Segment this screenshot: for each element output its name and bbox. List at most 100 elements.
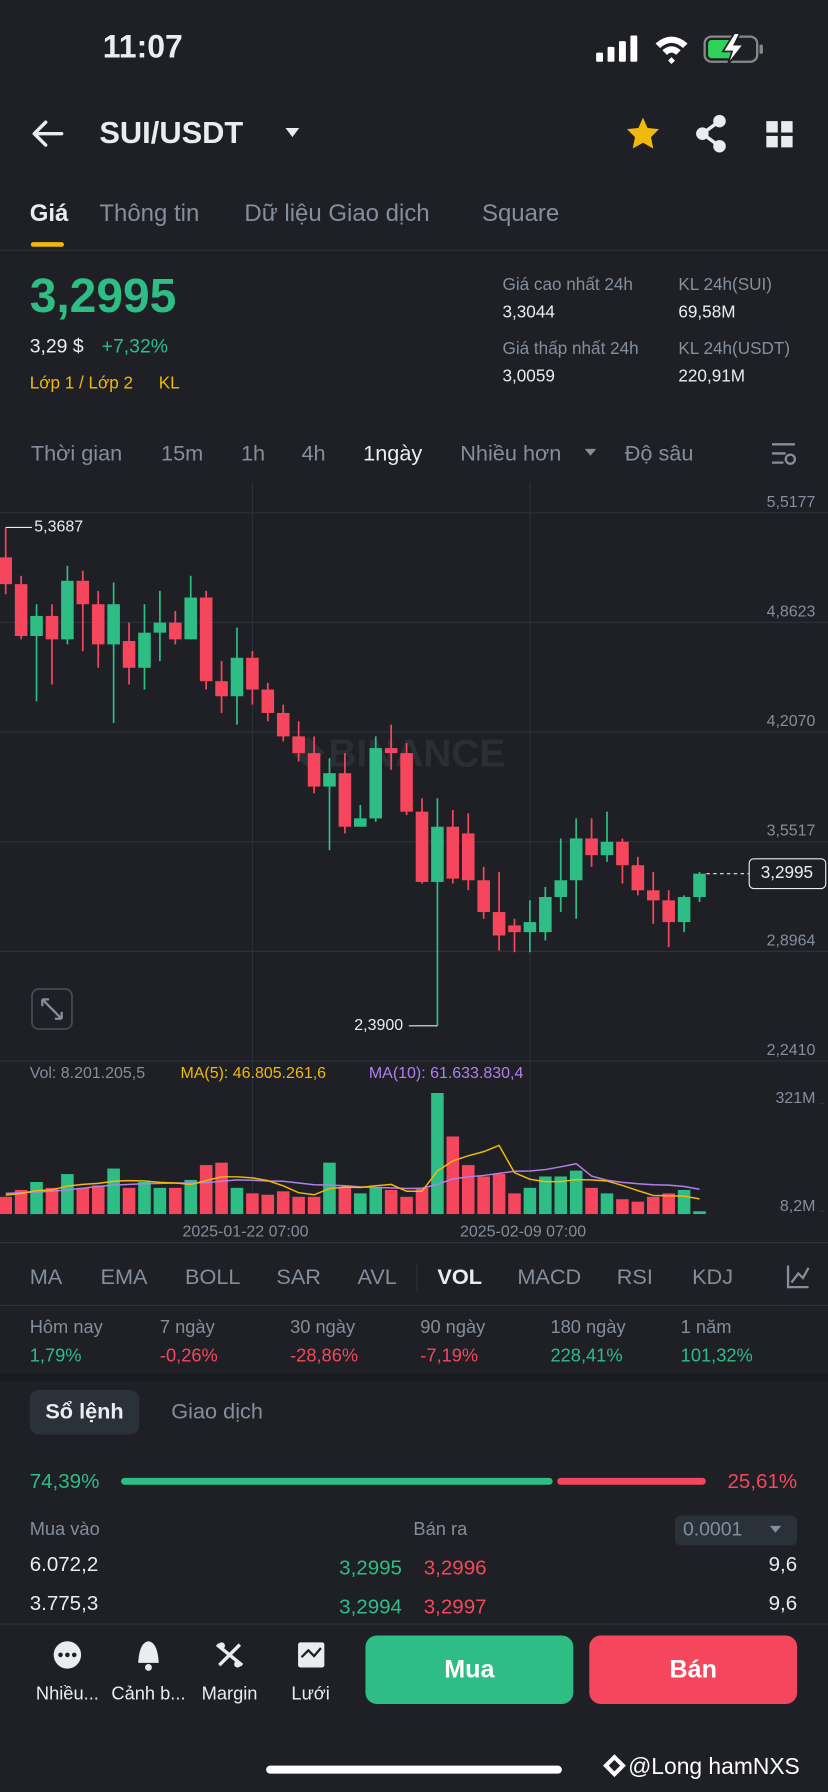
interval[interactable]: Thời gian [31, 440, 122, 465]
interval[interactable]: 4h [302, 440, 326, 465]
stat-value: 69,58M [678, 302, 735, 322]
volume-bar [523, 1187, 537, 1215]
indicator-tab[interactable]: MA [30, 1264, 63, 1289]
bid-price: 3,2995 [339, 1557, 402, 1580]
volume-bar [30, 1181, 43, 1215]
volume-bar [415, 1187, 429, 1215]
y-tick-label: 2,2410 [767, 1042, 816, 1059]
volume-bar [508, 1193, 521, 1215]
order-tab[interactable]: Sổ lệnh [45, 1399, 123, 1424]
step-selector[interactable] [674, 1515, 798, 1546]
indicator-tab[interactable]: AVL [357, 1264, 396, 1289]
candle-body [246, 657, 259, 690]
volume-bar [693, 1211, 706, 1215]
perf-value: 228,41% [550, 1345, 622, 1366]
step-dropdown[interactable] [769, 1525, 782, 1533]
bid-qty: 3.775,3 [30, 1592, 99, 1615]
volume-bar [122, 1187, 136, 1215]
tab[interactable]: Square [482, 200, 559, 227]
sell-button[interactable] [589, 1635, 798, 1705]
volume-bar [307, 1196, 321, 1215]
nav-label[interactable]: Nhiều... [36, 1683, 99, 1704]
more-dropdown[interactable] [584, 448, 597, 456]
sell-label[interactable]: Bán [670, 1656, 717, 1684]
order-tab-active[interactable] [29, 1389, 140, 1435]
tag[interactable]: KL [159, 372, 180, 392]
bid-price: 3,2994 [339, 1596, 402, 1619]
interval[interactable]: 1h [241, 440, 265, 465]
candle-body [76, 580, 90, 605]
status-icons [596, 32, 763, 66]
interval[interactable]: Độ sâu [625, 440, 694, 465]
tab[interactable]: Dữ liệu Giao dịch [244, 200, 429, 227]
tab-indicator [30, 242, 64, 247]
indicator-tab[interactable]: EMA [101, 1264, 149, 1289]
volume-tick-label: 321M [775, 1090, 815, 1107]
indicator-tab[interactable]: SAR [276, 1264, 321, 1289]
indicator-tab[interactable]: RSI [617, 1264, 653, 1289]
indicator-tab[interactable]: VOL [437, 1264, 482, 1289]
expand-icon[interactable] [31, 988, 73, 1030]
last-price-box [748, 858, 827, 890]
indicator-settings[interactable] [786, 1265, 810, 1289]
home-indicator [266, 1765, 562, 1774]
candle-body [61, 580, 74, 640]
book-header: Mua vào [30, 1518, 100, 1539]
volume-bar [554, 1176, 568, 1215]
volume-bar [45, 1187, 59, 1215]
share-icon[interactable] [696, 114, 726, 153]
grid-menu-icon[interactable] [766, 121, 793, 148]
buy-label[interactable]: Mua [444, 1656, 495, 1684]
candle-body [215, 681, 228, 697]
tab[interactable]: Thông tin [99, 200, 199, 227]
volume-bar [184, 1179, 198, 1215]
candle-body [138, 632, 151, 668]
candle-body [14, 584, 28, 637]
order-tab[interactable]: Giao dịch [171, 1399, 263, 1424]
ask-price: 3,2997 [424, 1596, 487, 1619]
nav-label[interactable]: Cảnh b... [111, 1683, 185, 1704]
candle-body [323, 773, 336, 787]
candle-body [400, 753, 413, 812]
tab[interactable]: Giá [30, 200, 69, 227]
favorite-icon[interactable] [626, 117, 659, 149]
interval[interactable]: Nhiều hơn [460, 440, 561, 465]
bid-qty: 6.072,2 [30, 1553, 99, 1576]
volume-bar [384, 1189, 398, 1215]
y-tick-label: 3,5517 [767, 823, 816, 840]
interval[interactable]: 15m [161, 440, 203, 465]
stat-label: Giá cao nhất 24h [503, 274, 633, 294]
back-button[interactable] [32, 120, 64, 147]
candle-body [369, 748, 383, 819]
stat-label: KL 24h(SUI) [678, 274, 772, 294]
pair-title[interactable]: SUI/USDT [99, 115, 243, 150]
nav-icons[interactable] [53, 1641, 325, 1671]
pair-dropdown[interactable] [285, 127, 300, 138]
volume-bar [354, 1193, 367, 1215]
volume-bar [631, 1201, 645, 1215]
nav-label[interactable]: Margin [202, 1683, 258, 1704]
last-price-label: 3,2995 [761, 862, 813, 882]
indicator-tab[interactable]: BOLL [185, 1264, 240, 1289]
volume-bar [215, 1162, 228, 1215]
candle-body [461, 833, 475, 881]
perf-value: 101,32% [681, 1345, 753, 1366]
chart-settings-icon[interactable] [772, 443, 797, 465]
volume-bar [369, 1187, 383, 1215]
volume-bar [662, 1193, 675, 1215]
book-step[interactable]: 0.0001 [683, 1519, 742, 1541]
candle-body [30, 615, 43, 637]
candle-body [354, 818, 367, 827]
candle-body [261, 689, 275, 713]
indicator-tab[interactable]: MACD [517, 1264, 581, 1289]
candle-body [0, 557, 12, 585]
status-time: 11:07 [103, 29, 183, 65]
buy-button[interactable] [365, 1635, 574, 1705]
indicator-tab[interactable]: KDJ [692, 1264, 733, 1289]
volume-tick-label: 8,2M [780, 1198, 816, 1215]
tag[interactable]: Lớp 1 / Lớp 2 [30, 372, 133, 392]
interval[interactable]: 1ngày [363, 440, 422, 465]
nav-label[interactable]: Lưới [291, 1683, 329, 1704]
candle-body [693, 873, 706, 898]
ma5-label: MA(5): 46.805.261,6 [180, 1065, 326, 1082]
